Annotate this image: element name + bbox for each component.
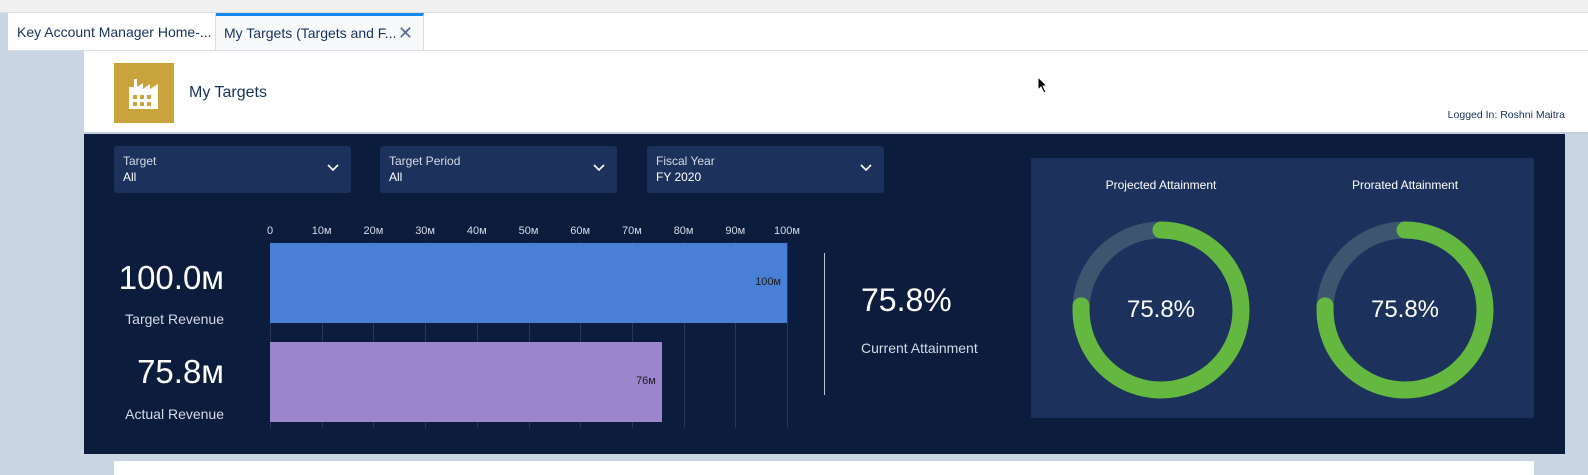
chart-gridline — [373, 242, 375, 428]
close-icon[interactable]: ✕ — [397, 23, 413, 43]
page-logo — [114, 63, 174, 123]
target-period-dropdown-value: All — [389, 170, 403, 184]
x-tick-label: 40м — [466, 225, 487, 237]
chart-gridline — [321, 242, 323, 428]
next-card — [114, 461, 1534, 475]
current-attainment-value: 75.8% — [861, 282, 952, 318]
bar-data-label: 100м — [755, 276, 781, 288]
prorated-attainment-gauge — [1316, 221, 1494, 399]
left-gutter — [8, 51, 84, 475]
tab-key-account-manager-home[interactable]: Key Account Manager Home-... — [8, 13, 216, 50]
chart-gridline — [787, 242, 788, 428]
targets-dashboard-panel: Target All Target Period All Fiscal Year… — [84, 134, 1565, 454]
chevron-down-icon — [593, 164, 605, 172]
chart-gridline — [631, 242, 633, 428]
x-tick-label: 50м — [518, 225, 539, 237]
workspace-tab-bar: Key Account Manager Home-... My Targets … — [8, 13, 1588, 51]
tab-label: Key Account Manager Home-... — [17, 24, 212, 40]
target-period-dropdown-label: Target Period — [389, 154, 461, 168]
target-dropdown[interactable]: Target All — [114, 146, 351, 193]
projected-attainment-value: 75.8% — [1126, 296, 1196, 323]
fiscal-year-dropdown[interactable]: Fiscal Year FY 2020 — [647, 146, 884, 193]
projected-attainment-gauge — [1072, 221, 1250, 399]
actual-revenue-value: 75.8м — [137, 353, 224, 390]
chevron-down-icon — [327, 164, 339, 172]
tab-label: My Targets (Targets and F... — [224, 25, 397, 41]
target-period-dropdown[interactable]: Target Period All — [380, 146, 617, 193]
attainment-gauges-card: Projected Attainment Prorated Attainment… — [1031, 158, 1534, 418]
target-revenue-label: Target Revenue — [125, 311, 224, 327]
x-tick-label: 0 — [266, 225, 274, 237]
target-revenue-value: 100.0м — [118, 259, 224, 296]
tab-my-targets[interactable]: My Targets (Targets and F... ✕ — [216, 13, 424, 50]
fiscal-year-dropdown-label: Fiscal Year — [656, 154, 715, 168]
x-tick-label: 80м — [673, 225, 694, 237]
attainment-divider — [824, 253, 825, 395]
x-tick-label: 30м — [415, 225, 435, 237]
mouse-pointer-icon — [1037, 76, 1049, 94]
x-tick-label: 70м — [621, 225, 642, 237]
chart-gridline — [683, 242, 685, 428]
logged-in-user: Logged In: Roshni Maitra — [1447, 109, 1565, 121]
target-revenue-bar[interactable] — [270, 243, 787, 323]
page-title: My Targets — [189, 84, 267, 101]
projected-attainment-title: Projected Attainment — [1105, 178, 1217, 192]
factory-icon — [129, 79, 158, 109]
chart-gridline — [580, 242, 582, 428]
chart-gridline — [528, 242, 530, 428]
actual-revenue-bar[interactable] — [270, 342, 662, 422]
chart-gridline — [270, 242, 271, 428]
x-tick-label: 10м — [311, 225, 332, 237]
x-tick-label: 60м — [570, 225, 591, 237]
page-header: My Targets Logged In: Roshni Maitra — [84, 51, 1588, 134]
fiscal-year-dropdown-value: FY 2020 — [656, 170, 702, 184]
chart-gridline — [425, 242, 427, 428]
chevron-down-icon — [860, 164, 872, 172]
chart-gridline — [735, 242, 737, 428]
x-tick-label: 20м — [363, 225, 384, 237]
prorated-attainment-title: Prorated Attainment — [1351, 178, 1459, 192]
target-dropdown-value: All — [123, 170, 137, 184]
x-tick-label: 90м — [725, 225, 746, 237]
current-attainment-label: Current Attainment — [861, 340, 978, 356]
target-dropdown-label: Target — [123, 154, 157, 168]
x-tick-label: 100м — [774, 225, 800, 237]
browser-top-strip — [0, 0, 1588, 13]
prorated-attainment-value: 75.8% — [1370, 296, 1440, 323]
bar-data-label: 76м — [636, 375, 656, 387]
chart-gridline — [476, 242, 478, 428]
actual-revenue-label: Actual Revenue — [125, 406, 224, 422]
